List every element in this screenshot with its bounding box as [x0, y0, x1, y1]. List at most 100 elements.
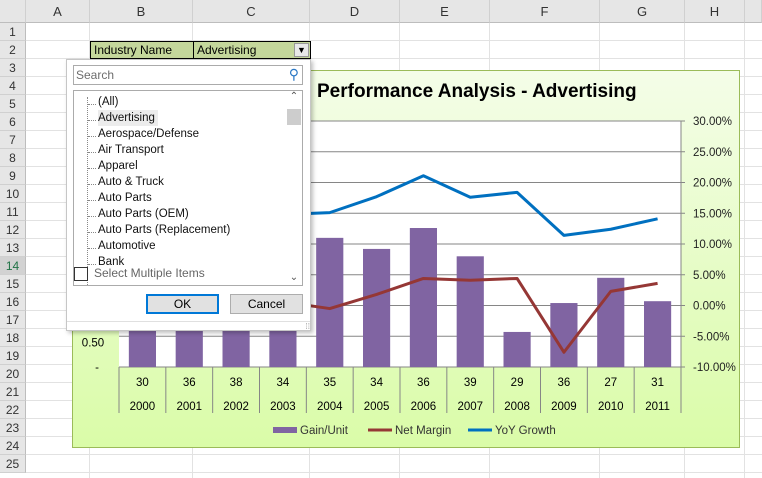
table-value: 34 — [277, 377, 290, 389]
tree-branch — [88, 120, 96, 121]
row-header[interactable]: 20 — [0, 365, 26, 383]
list-item[interactable]: Auto & Truck — [98, 176, 164, 188]
tree-line — [87, 97, 88, 285]
x-tick-label: 2006 — [411, 401, 437, 413]
table-value: 27 — [604, 377, 617, 389]
tree-branch — [88, 184, 96, 185]
search-input[interactable]: Search ⚲ — [73, 65, 303, 85]
list-item[interactable]: Auto Parts (OEM) — [98, 208, 189, 220]
list-item[interactable]: Advertising — [98, 110, 158, 126]
row-header[interactable]: 4 — [0, 77, 26, 95]
tree-branch — [88, 216, 96, 217]
tree-branch — [88, 136, 96, 137]
table-value: 36 — [183, 377, 196, 389]
tree-branch — [88, 264, 96, 265]
resize-grip-icon[interactable]: ⁞⁞ — [67, 321, 310, 332]
row-header[interactable]: 13 — [0, 239, 26, 257]
x-tick-label: 2009 — [551, 401, 577, 413]
row-header[interactable]: 21 — [0, 383, 26, 401]
bar-gain-unit[interactable] — [316, 237, 344, 367]
row-header[interactable]: 16 — [0, 293, 26, 311]
row-header[interactable]: 5 — [0, 95, 26, 113]
row-line — [26, 454, 762, 455]
row-header[interactable]: 22 — [0, 401, 26, 419]
scroll-thumb[interactable] — [287, 109, 301, 125]
industry-filter-cell[interactable]: Advertising — [193, 41, 311, 59]
line-yoy-growth[interactable] — [282, 174, 658, 237]
select-all-corner[interactable] — [0, 0, 26, 23]
table-value: 36 — [558, 377, 571, 389]
tree-branch — [88, 200, 96, 201]
row-header[interactable]: 9 — [0, 167, 26, 185]
row-header[interactable]: 10 — [0, 185, 26, 203]
list-item[interactable]: Auto Parts (Replacement) — [98, 224, 231, 236]
column-header[interactable]: B — [90, 0, 193, 23]
row-header[interactable]: 12 — [0, 221, 26, 239]
list-item[interactable]: Aerospace/Defense — [98, 128, 200, 140]
column-header[interactable]: E — [400, 0, 490, 23]
x-tick-label: 2010 — [598, 401, 624, 413]
list-item[interactable]: (All) — [98, 96, 119, 108]
ok-button[interactable]: OK — [146, 294, 219, 314]
row-header[interactable]: 15 — [0, 275, 26, 293]
right-axis-tick-label: 0.00% — [693, 301, 726, 313]
select-multiple-checkbox[interactable] — [74, 267, 88, 281]
row-header[interactable]: 23 — [0, 419, 26, 437]
x-tick-label: 2011 — [645, 401, 670, 413]
right-axis-tick-label: -10.00% — [693, 362, 736, 374]
right-axis-tick-label: 20.00% — [693, 178, 732, 190]
x-tick-label: 2001 — [176, 401, 202, 413]
row-header[interactable]: 11 — [0, 203, 26, 221]
legend-label: Gain/Unit — [300, 425, 349, 437]
row-header[interactable]: 3 — [0, 59, 26, 77]
x-tick-label: 2008 — [504, 401, 530, 413]
row-header[interactable]: 17 — [0, 311, 26, 329]
cancel-button[interactable]: Cancel — [230, 294, 303, 314]
list-item[interactable]: Air Transport — [98, 144, 164, 156]
list-item[interactable]: Auto Parts — [98, 192, 152, 204]
list-item[interactable]: Apparel — [98, 160, 138, 172]
bar-gain-unit[interactable] — [456, 256, 484, 367]
line-net-margin[interactable] — [282, 276, 658, 354]
column-header[interactable]: D — [310, 0, 400, 23]
scrollbar[interactable]: ⌃ ⌄ — [286, 91, 302, 285]
row-header[interactable]: 8 — [0, 149, 26, 167]
row-line — [26, 40, 762, 41]
table-value: 36 — [417, 377, 430, 389]
list-item[interactable]: Automotive — [98, 240, 156, 252]
row-header[interactable]: 6 — [0, 113, 26, 131]
row-header[interactable]: 2 — [0, 41, 26, 59]
bar-gain-unit[interactable] — [644, 301, 672, 367]
bar-gain-unit[interactable] — [363, 248, 391, 367]
table-value: 35 — [323, 377, 336, 389]
row-header[interactable]: 14 — [0, 257, 26, 275]
legend-label: Net Margin — [395, 425, 451, 437]
column-header[interactable]: F — [490, 0, 600, 23]
tree-branch — [88, 168, 96, 169]
column-header[interactable]: G — [600, 0, 685, 23]
column-header[interactable]: A — [26, 0, 90, 23]
row-header[interactable]: 24 — [0, 437, 26, 455]
scroll-up-icon[interactable]: ⌃ — [289, 91, 299, 102]
row-header[interactable]: 19 — [0, 347, 26, 365]
legend-swatch — [273, 427, 297, 433]
scroll-down-icon[interactable]: ⌄ — [289, 272, 299, 283]
item-list[interactable]: ⌃ ⌄ (All) Advertising Aerospace/Defense Air… — [73, 90, 303, 286]
search-icon: ⚲ — [288, 66, 299, 82]
table-value: 39 — [464, 377, 477, 389]
row-header[interactable]: 25 — [0, 455, 26, 473]
column-header[interactable]: H — [685, 0, 745, 23]
list-item[interactable]: Bank — [98, 256, 125, 268]
right-axis-tick-label: 10.00% — [693, 239, 732, 251]
filter-dropdown-icon[interactable]: ▼ — [294, 43, 309, 57]
row-header[interactable]: 1 — [0, 23, 26, 41]
bar-gain-unit[interactable] — [503, 331, 531, 367]
column-header[interactable]: C — [193, 0, 310, 23]
table-value: 34 — [370, 377, 383, 389]
row-header[interactable]: 7 — [0, 131, 26, 149]
bar-gain-unit[interactable] — [409, 228, 437, 367]
x-tick-label: 2002 — [223, 401, 249, 413]
row-header[interactable]: 18 — [0, 329, 26, 347]
table-value: 30 — [136, 377, 149, 389]
bar-gain-unit[interactable] — [550, 303, 578, 367]
